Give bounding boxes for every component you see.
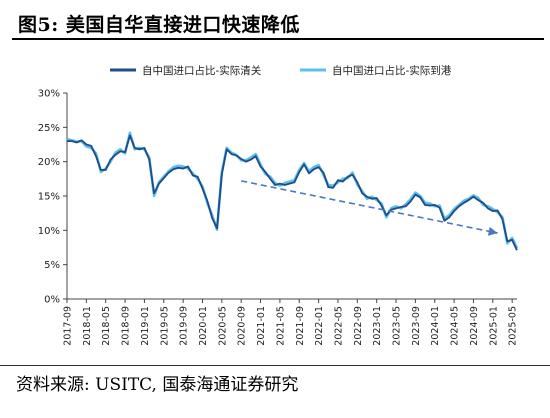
figure-title-block: 图5: 美国自华直接进口快速降低 (6, 6, 544, 40)
x-tick-label: 2020-01 (198, 306, 209, 346)
y-tick-label: 10% (38, 226, 60, 237)
x-tick-label: 2023-01 (372, 306, 383, 346)
legend-label-1: 自中国进口占比-实际到港 (332, 64, 452, 77)
trend-arrow (241, 180, 498, 236)
x-tick-label: 2025-05 (508, 306, 519, 346)
x-tick-label: 2023-09 (411, 306, 422, 346)
x-tick-label: 2019-09 (179, 306, 190, 346)
x-tick-label: 2021-05 (275, 306, 286, 346)
y-tick-label: 5% (44, 260, 60, 271)
y-tick-label: 20% (38, 157, 60, 168)
x-tick-label: 2021-09 (295, 306, 306, 346)
title-underline (12, 38, 544, 40)
trend-arrow-head (487, 226, 498, 236)
source-note-block: 资料来源: USITC, 国泰海通证券研究 (0, 365, 550, 396)
chart-legend: 自中国进口占比-实际清关 自中国进口占比-实际到港 (110, 64, 452, 77)
trend-arrow-line (241, 180, 498, 234)
series-line-customs-clearance (67, 134, 518, 251)
y-tick-label: 15% (38, 192, 60, 203)
x-tick-label: 2020-05 (217, 306, 228, 346)
x-tick-label: 2025-01 (488, 306, 499, 346)
y-tick-label: 0% (44, 295, 60, 306)
line-chart: 自中国进口占比-实际清关 自中国进口占比-实际到港 0% 5% 10% 15% 20% 25… (38, 64, 519, 346)
x-tick-label: 2019-01 (140, 306, 151, 346)
chart-series (66, 131, 519, 251)
x-tick-label: 2024-05 (450, 306, 461, 346)
x-tick-label: 2019-05 (159, 306, 170, 346)
x-tick-label: 2017-09 (63, 306, 74, 346)
source-note: 资料来源: USITC, 国泰海通证券研究 (16, 375, 299, 395)
legend-label-0: 自中国进口占比-实际清关 (142, 64, 262, 77)
x-tick-label: 2021-01 (256, 306, 267, 346)
x-tick-label: 2024-01 (430, 306, 441, 346)
x-tick-label: 2018-05 (101, 306, 112, 346)
x-tick-label: 2022-01 (314, 306, 325, 346)
chart-axes: 0% 5% 10% 15% 20% 25% 30% 2017-09 2018-01 2018-05… (38, 89, 519, 346)
y-tick-label: 25% (38, 123, 60, 134)
x-tick-label: 2018-09 (121, 306, 132, 346)
y-tick-label: 30% (38, 89, 60, 100)
x-tick-label: 2023-05 (392, 306, 403, 346)
x-tick-label: 2024-09 (469, 306, 480, 346)
x-tick-label: 2020-09 (237, 306, 248, 346)
x-tick-label: 2022-05 (333, 306, 344, 346)
figure-title: 图5: 美国自华直接进口快速降低 (18, 14, 300, 36)
x-tick-label: 2022-09 (353, 306, 364, 346)
x-tick-label: 2018-01 (82, 306, 93, 346)
